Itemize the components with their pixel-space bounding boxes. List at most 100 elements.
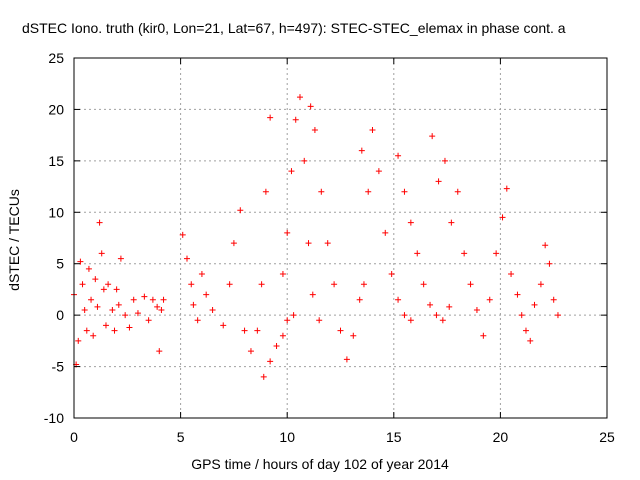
data-point (94, 303, 101, 310)
data-point (117, 255, 124, 262)
data-point (301, 157, 308, 164)
plot-frame (73, 57, 608, 419)
data-point (499, 214, 506, 221)
data-point (98, 250, 105, 257)
data-point (448, 219, 455, 226)
data-point (309, 291, 316, 298)
series-3 (279, 94, 323, 324)
data-point (318, 188, 325, 195)
data-point (554, 312, 561, 319)
series-4 (307, 103, 367, 363)
data-point (350, 332, 357, 339)
data-point (493, 250, 500, 257)
data-point (486, 296, 493, 303)
y-tick-label: 25 (48, 50, 64, 66)
data-point (343, 356, 350, 363)
data-point (254, 327, 261, 334)
data-point (75, 337, 82, 344)
y-tick-label: -10 (44, 410, 64, 426)
data-point (203, 291, 210, 298)
x-axis-ticks: 0 5 10 15 20 25 (70, 58, 615, 445)
data-point (316, 317, 323, 324)
data-point (115, 301, 122, 308)
x-tick-label: 10 (279, 429, 295, 445)
x-tick-label: 25 (599, 429, 615, 445)
y-tick-label: 5 (56, 256, 64, 272)
data-point (522, 327, 529, 334)
data-point (81, 307, 88, 313)
data-point (149, 296, 156, 303)
data-point (79, 281, 86, 288)
data-point (375, 168, 382, 175)
data-point (356, 296, 363, 303)
data-point (188, 281, 195, 288)
data-point (331, 281, 338, 288)
data-point (83, 327, 90, 334)
data-point (296, 94, 303, 101)
data-point (537, 281, 544, 288)
x-tick-label: 15 (386, 429, 402, 445)
data-point (480, 332, 487, 339)
data-point (527, 337, 534, 344)
data-point (226, 281, 233, 288)
data-point (311, 127, 318, 133)
data-point (407, 219, 414, 226)
data-point (360, 281, 367, 288)
data-point (260, 373, 267, 380)
y-tick-label: 10 (48, 204, 64, 220)
series-8 (508, 242, 561, 344)
data-point (439, 317, 446, 324)
y-tick-label: 0 (56, 307, 64, 323)
data-point (158, 307, 165, 313)
data-point (220, 322, 227, 329)
data-point (395, 296, 402, 303)
data-point (435, 178, 442, 185)
data-point (446, 303, 453, 310)
data-point (514, 291, 521, 298)
data-point (111, 327, 118, 334)
data-point (160, 296, 167, 303)
data-point (183, 255, 190, 262)
data-point (305, 240, 312, 247)
data-point (154, 303, 161, 310)
x-tick-label: 20 (493, 429, 509, 445)
data-point (134, 310, 141, 317)
data-point (546, 260, 553, 267)
data-point (382, 229, 389, 236)
data-point (518, 312, 525, 319)
data-point (508, 271, 515, 277)
data-point (100, 286, 107, 293)
data-point (145, 317, 152, 324)
data-point (96, 219, 103, 226)
data-point (130, 296, 137, 303)
data-point (414, 250, 421, 257)
series-0 (71, 219, 167, 368)
y-tick-label: -5 (52, 359, 65, 375)
y-tick-label: 15 (48, 153, 64, 169)
data-point (90, 332, 97, 339)
data-point (337, 327, 344, 334)
data-point (194, 317, 201, 324)
data-point (473, 307, 480, 313)
data-point (433, 312, 440, 319)
data-point (284, 229, 291, 236)
data-point (237, 207, 244, 214)
data-point (262, 188, 269, 195)
data-point (395, 152, 402, 159)
data-point (126, 324, 133, 331)
data-point (113, 286, 120, 293)
data-point (247, 348, 254, 355)
data-point (401, 188, 408, 195)
data-point (401, 312, 408, 319)
data-point (88, 296, 95, 303)
data-point (284, 317, 291, 324)
data-point (258, 281, 265, 288)
data-point (429, 133, 436, 140)
data-point (441, 157, 448, 164)
data-point (156, 348, 163, 355)
data-point (179, 231, 186, 238)
grid-lines (74, 58, 607, 418)
x-tick-label: 5 (177, 429, 185, 445)
y-axis-label: dSTEC / TECUs (6, 189, 22, 291)
